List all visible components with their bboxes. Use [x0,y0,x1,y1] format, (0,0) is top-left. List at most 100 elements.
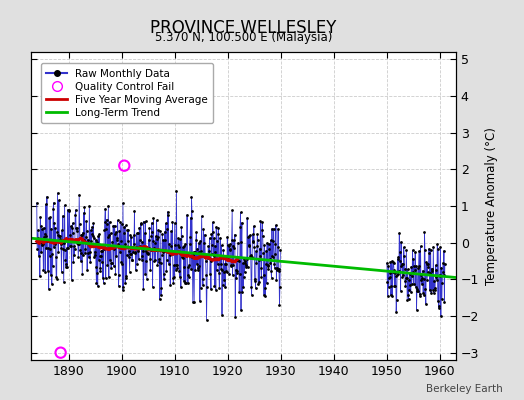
Point [159,237,167,244]
Point [233,270,241,276]
Point [422,301,430,307]
Point [150,258,159,264]
Point [255,279,264,285]
Point [177,224,185,230]
Point [248,231,257,238]
Point [269,226,278,232]
Point [201,258,210,264]
Point [88,230,96,237]
Point [35,236,43,242]
Point [260,292,268,298]
Point [97,247,105,254]
Point [33,246,41,252]
Point [115,272,123,279]
Point [128,244,137,250]
Point [51,225,60,232]
Point [230,237,238,244]
Point [255,256,263,263]
Point [109,222,117,229]
Point [140,245,148,252]
Point [122,272,130,279]
Point [417,272,425,278]
Point [272,222,280,228]
Point [146,256,154,262]
Point [266,237,275,244]
Point [88,242,96,249]
Point [49,206,57,212]
Point [164,248,172,254]
Point [416,292,424,299]
Point [249,223,258,229]
Point [411,266,419,273]
Point [113,237,122,243]
Point [259,250,267,256]
Point [242,262,250,268]
Point [125,254,133,260]
Point [435,272,444,278]
Point [105,219,114,225]
Point [69,258,78,265]
Point [94,283,102,289]
Title: PROVINCE WELLESLEY: PROVINCE WELLESLEY [150,18,337,36]
Point [160,228,169,235]
Point [200,251,208,258]
Point [186,233,194,240]
Point [139,248,147,254]
Point [241,258,249,264]
Point [178,254,187,260]
Point [43,193,51,200]
Point [132,244,140,251]
Point [35,252,43,259]
Point [385,274,394,280]
Point [105,232,114,238]
Point [173,242,182,248]
Point [247,292,256,298]
Point [441,261,449,267]
Point [102,226,111,232]
Point [139,286,147,292]
Point [226,246,234,252]
Point [54,197,63,203]
Point [138,239,147,246]
Point [119,284,128,291]
Point [44,245,52,252]
Point [60,240,68,247]
Point [226,247,235,253]
Point [224,256,232,262]
Point [213,261,222,268]
Point [52,274,60,280]
Point [40,224,48,231]
Point [113,235,121,241]
Point [191,254,199,261]
Point [405,277,413,284]
Point [387,292,395,299]
Point [204,254,213,260]
Point [147,246,155,253]
Point [200,240,209,246]
Point [269,238,278,244]
Point [245,242,253,249]
Point [236,224,244,230]
Point [58,227,66,234]
Point [169,275,177,281]
Point [263,280,271,286]
Point [163,208,172,215]
Point [258,219,266,226]
Point [170,274,179,280]
Point [276,247,285,253]
Point [119,200,127,206]
Point [136,220,145,227]
Point [414,287,422,294]
Point [248,254,256,261]
Point [398,274,407,280]
Point [391,282,399,289]
Point [42,233,50,240]
Point [68,220,77,226]
Point [263,240,271,246]
Point [189,299,197,305]
Point [188,254,196,261]
Point [189,252,198,258]
Point [154,234,162,240]
Point [435,303,443,309]
Point [63,206,72,213]
